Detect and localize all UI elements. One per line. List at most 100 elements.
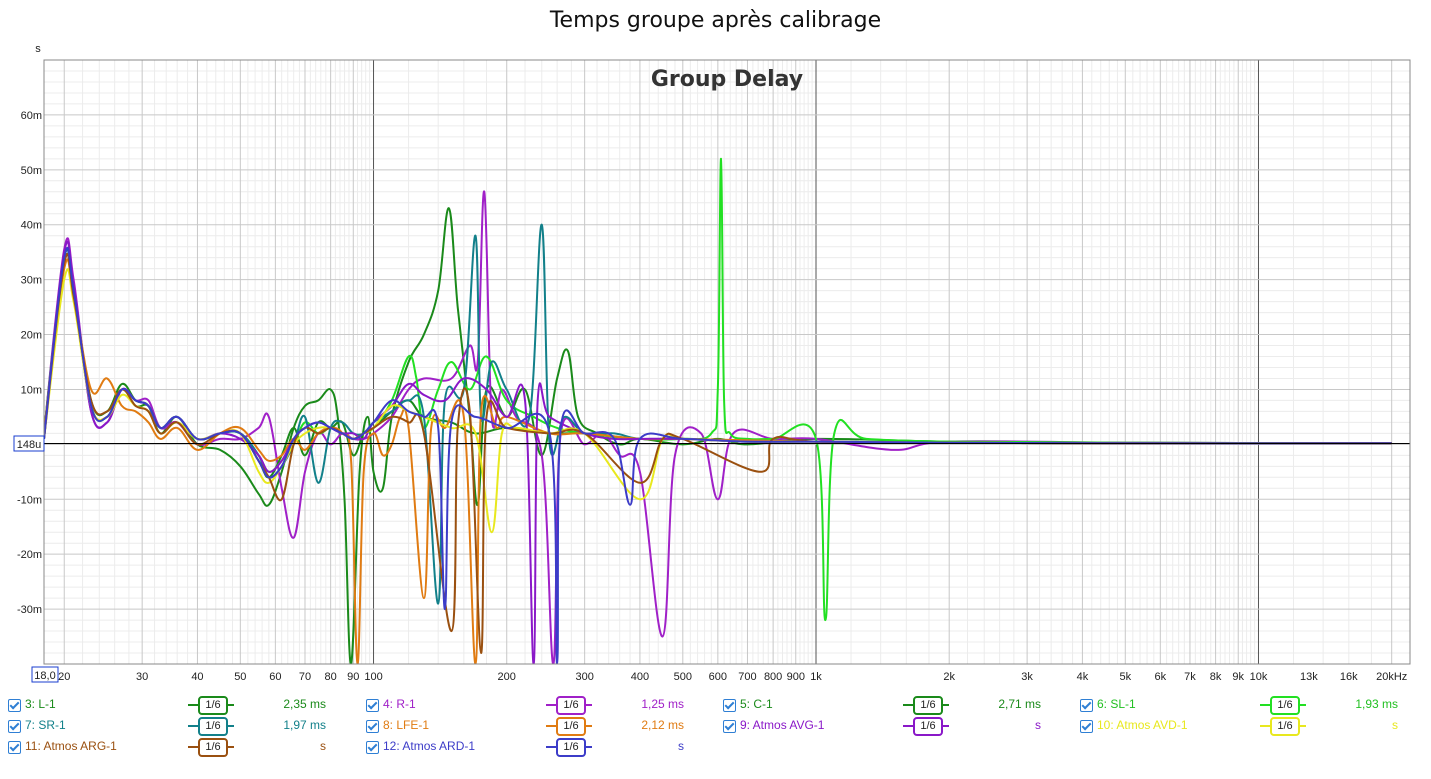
y-reference-label: 148u bbox=[17, 439, 41, 451]
plot-frame bbox=[43, 59, 1411, 665]
legend-series-value: s bbox=[320, 739, 326, 753]
legend-item-sr[interactable]: 7: SR-1 1/6 1,97 ms bbox=[8, 717, 328, 737]
smoothing-selector[interactable]: 1/6 bbox=[188, 696, 234, 715]
legend-series-value: 1,97 ms bbox=[283, 718, 326, 732]
x-tick-label: 8k bbox=[1210, 671, 1222, 683]
legend-series-name: 10: Atmos AVD-1 bbox=[1097, 718, 1188, 732]
series-line-9 bbox=[44, 246, 1392, 664]
y-tick-label: 60m bbox=[21, 110, 42, 122]
y-axis-unit: s bbox=[35, 43, 41, 55]
chart-title: Group Delay bbox=[651, 67, 803, 92]
x-tick-label: 500 bbox=[674, 671, 692, 683]
legend: 3: L-1 1/6 2,35 ms 4: R-1 1/6 1,25 ms 5:… bbox=[0, 692, 1431, 779]
legend-series-value: s bbox=[678, 739, 684, 753]
series-line-8 bbox=[44, 253, 1392, 655]
x-tick-label: 200 bbox=[498, 671, 516, 683]
legend-checkbox[interactable] bbox=[723, 699, 736, 712]
legend-item-lfe[interactable]: 8: LFE-1 1/6 2,12 ms bbox=[366, 717, 686, 737]
y-tick-label: -20m bbox=[17, 549, 42, 561]
x-tick-label: 50 bbox=[234, 671, 246, 683]
smoothing-selector[interactable]: 1/6 bbox=[903, 717, 949, 736]
legend-series-value: 1,25 ms bbox=[641, 697, 684, 711]
x-tick-label: 16k bbox=[1340, 671, 1358, 683]
y-tick-label: -10m bbox=[17, 494, 42, 506]
legend-series-value: 2,12 ms bbox=[641, 718, 684, 732]
x-tick-label: 700 bbox=[738, 671, 756, 683]
x-tick-label: 20 bbox=[58, 671, 70, 683]
smoothing-selector[interactable]: 1/6 bbox=[546, 738, 592, 757]
group-delay-chart: 60m 50m 40m 30m 20m 10m -10m -20m -30m 20 30 40 50 6… bbox=[13, 43, 1411, 683]
x-tick-label: 20kHz bbox=[1376, 671, 1407, 683]
x-tick-label: 100 bbox=[364, 671, 382, 683]
legend-checkbox[interactable] bbox=[366, 699, 379, 712]
x-tick-label: 5k bbox=[1119, 671, 1131, 683]
y-tick-label: 10m bbox=[21, 384, 42, 396]
smoothing-selector[interactable]: 1/6 bbox=[546, 696, 592, 715]
x-tick-label: 6k bbox=[1155, 671, 1167, 683]
smoothing-selector[interactable]: 1/6 bbox=[188, 717, 234, 736]
smoothing-selector[interactable]: 1/6 bbox=[1260, 696, 1306, 715]
series-line-5 bbox=[44, 258, 1392, 664]
legend-series-name: 6: SL-1 bbox=[1097, 697, 1136, 711]
legend-checkbox[interactable] bbox=[8, 720, 21, 733]
legend-row-2: 7: SR-1 1/6 1,97 ms 8: LFE-1 1/6 2,12 ms… bbox=[0, 717, 1431, 737]
legend-series-name: 4: R-1 bbox=[383, 697, 416, 711]
legend-checkbox[interactable] bbox=[366, 741, 379, 754]
legend-item-c[interactable]: 5: C-1 1/6 2,71 ms bbox=[723, 696, 1043, 716]
smoothing-selector[interactable]: 1/6 bbox=[188, 738, 234, 757]
legend-series-value: 2,71 ms bbox=[998, 697, 1041, 711]
x-tick-label: 3k bbox=[1021, 671, 1033, 683]
x-tick-label: 10k bbox=[1250, 671, 1268, 683]
smoothing-selector[interactable]: 1/6 bbox=[903, 696, 949, 715]
legend-series-name: 7: SR-1 bbox=[25, 718, 66, 732]
legend-checkbox[interactable] bbox=[8, 699, 21, 712]
minor-grid bbox=[44, 60, 1410, 664]
legend-checkbox[interactable] bbox=[723, 720, 736, 733]
x-tick-label: 300 bbox=[575, 671, 593, 683]
main-title: Temps groupe après calibrage bbox=[549, 8, 882, 33]
smoothing-selector[interactable]: 1/6 bbox=[546, 717, 592, 736]
legend-item-atmos-avd[interactable]: 10: Atmos AVD-1 1/6 s bbox=[1080, 717, 1400, 737]
x-tick-label: 1k bbox=[810, 671, 822, 683]
legend-series-value: 1,93 ms bbox=[1355, 697, 1398, 711]
legend-series-name: 11: Atmos ARG-1 bbox=[25, 739, 117, 753]
legend-series-name: 9: Atmos AVG-1 bbox=[740, 718, 825, 732]
legend-series-name: 3: L-1 bbox=[25, 697, 56, 711]
x-tick-label: 60 bbox=[269, 671, 281, 683]
legend-series-name: 12: Atmos ARD-1 bbox=[383, 739, 476, 753]
legend-row-3: 11: Atmos ARG-1 1/6 s 12: Atmos ARD-1 1/… bbox=[0, 738, 1431, 758]
legend-checkbox[interactable] bbox=[366, 720, 379, 733]
x-start-label: 18,0 bbox=[34, 670, 55, 682]
legend-checkbox[interactable] bbox=[8, 741, 21, 754]
x-axis-labels: 20 30 40 50 60 70 80 90 100 200 300 400 500 600 700 800… bbox=[58, 671, 1407, 683]
smoothing-selector[interactable]: 1/6 bbox=[1260, 717, 1306, 736]
y-tick-label: 50m bbox=[21, 165, 42, 177]
x-start-marker: 18,0 bbox=[31, 666, 59, 683]
legend-row-1: 3: L-1 1/6 2,35 ms 4: R-1 1/6 1,25 ms 5:… bbox=[0, 696, 1431, 716]
x-tick-label: 7k bbox=[1184, 671, 1196, 683]
legend-checkbox[interactable] bbox=[1080, 699, 1093, 712]
legend-checkbox[interactable] bbox=[1080, 720, 1093, 733]
major-grid bbox=[44, 59, 1410, 665]
legend-item-atmos-avg[interactable]: 9: Atmos AVG-1 1/6 s bbox=[723, 717, 1043, 737]
plot-background bbox=[44, 60, 1410, 664]
legend-series-value: s bbox=[1392, 718, 1398, 732]
legend-item-atmos-arg[interactable]: 11: Atmos ARG-1 1/6 s bbox=[8, 738, 328, 758]
x-tick-label: 900 bbox=[787, 671, 805, 683]
legend-item-l[interactable]: 3: L-1 1/6 2,35 ms bbox=[8, 696, 328, 716]
x-tick-label: 70 bbox=[299, 671, 311, 683]
y-tick-label: 30m bbox=[21, 275, 42, 287]
legend-series-value: 2,35 ms bbox=[283, 697, 326, 711]
x-tick-label: 4k bbox=[1077, 671, 1089, 683]
y-tick-label: -30m bbox=[17, 604, 42, 616]
legend-series-value: s bbox=[1035, 718, 1041, 732]
legend-series-name: 5: C-1 bbox=[740, 697, 773, 711]
legend-item-r[interactable]: 4: R-1 1/6 1,25 ms bbox=[366, 696, 686, 716]
x-tick-label: 90 bbox=[347, 671, 359, 683]
legend-item-atmos-ard[interactable]: 12: Atmos ARD-1 1/6 s bbox=[366, 738, 686, 758]
legend-item-sl[interactable]: 6: SL-1 1/6 1,93 ms bbox=[1080, 696, 1400, 716]
y-axis-labels: 60m 50m 40m 30m 20m 10m -10m -20m -30m bbox=[17, 110, 42, 616]
x-tick-label: 80 bbox=[325, 671, 337, 683]
x-tick-label: 9k bbox=[1232, 671, 1244, 683]
legend-series-name: 8: LFE-1 bbox=[383, 718, 430, 732]
